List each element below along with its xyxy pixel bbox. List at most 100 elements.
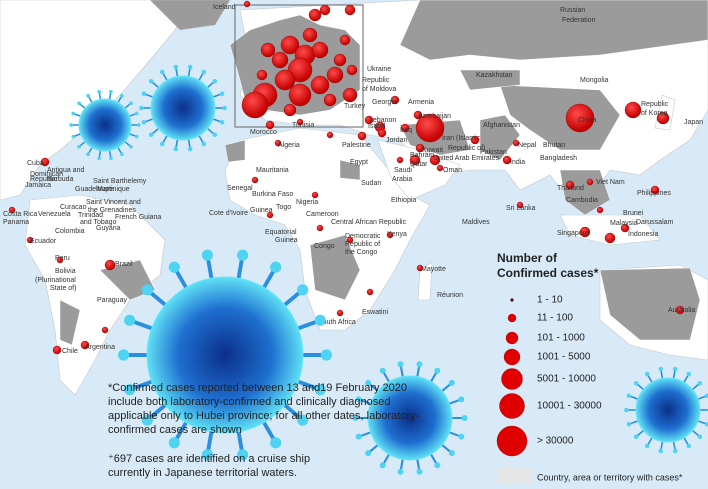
virus-spike-tip — [129, 144, 133, 149]
case-bubble — [288, 83, 312, 107]
place-label: Cuba — [27, 160, 44, 167]
virus — [69, 89, 141, 161]
place-label: Paraguay — [97, 297, 127, 304]
virus-spike-tip — [624, 407, 629, 413]
case-bubble — [302, 27, 318, 43]
case-bubble — [512, 139, 520, 147]
place-label: Nepal — [518, 142, 537, 149]
case-bubble — [344, 4, 356, 16]
place-label: China — [578, 117, 596, 124]
case-bubble — [342, 87, 358, 103]
place-labels: Iceland Russian Federation Kazakhstan Mongol… — [3, 4, 703, 355]
place-label: Kazakhstan — [476, 72, 513, 79]
virus-spike-tip — [448, 379, 455, 386]
virus-spike-tip — [458, 433, 465, 440]
place-label: Bahrain — [410, 152, 434, 159]
virus-spike-tip — [355, 396, 362, 403]
virus-spike-tip — [704, 421, 708, 427]
place-label: Cameroon — [306, 211, 339, 218]
virus-spike-tip — [379, 462, 386, 469]
place-label: Jordan — [386, 137, 408, 144]
legend-marker — [505, 331, 519, 345]
virus-spike-tip — [434, 367, 441, 374]
virus-spike-tip — [448, 450, 455, 457]
case-bubble — [241, 91, 269, 119]
place-label: Congo — [314, 243, 335, 250]
place-label: Panama — [3, 219, 29, 226]
place-label: Curacao — [60, 204, 87, 211]
place-label: Iceland — [213, 4, 236, 11]
virus-spike-tip — [109, 156, 113, 161]
virus-spike-tip — [120, 93, 124, 98]
virus-spike-tip — [658, 448, 664, 454]
virus-spike-tip — [97, 156, 101, 161]
case-bubble — [400, 123, 410, 133]
virus-spike-tip — [141, 284, 153, 296]
virus-spike-tip — [136, 123, 141, 127]
note-line: applicable only to Hubei province; for a… — [108, 410, 420, 422]
place-label: Kenya — [387, 231, 407, 238]
virus-body — [150, 75, 216, 141]
virus-spike-tip — [626, 393, 632, 399]
case-bubble — [274, 69, 296, 91]
case-bubble — [323, 93, 337, 107]
place-label: United Arab Emirates — [433, 155, 500, 162]
case-bubble — [308, 8, 322, 22]
case-bubble — [80, 340, 90, 350]
place-label: Guadeloupe — [75, 186, 113, 193]
case-bubble — [326, 131, 334, 139]
place-label: Egypt — [350, 159, 368, 166]
case-bubble — [650, 185, 660, 195]
virus-spike-tip — [672, 448, 678, 454]
europe-inset-box — [234, 4, 364, 128]
case-bubble — [364, 115, 374, 125]
virus-spike-tip — [71, 134, 76, 139]
virus-body — [635, 377, 701, 443]
place-label: Chile — [62, 348, 78, 355]
case-bubble — [357, 131, 367, 141]
case-bubble — [333, 53, 347, 67]
case-bubble — [386, 231, 394, 239]
virus-spike-tip — [297, 414, 309, 426]
legend-title: Confirmed cases* — [497, 266, 599, 280]
virus-spike-tip — [168, 437, 180, 449]
virus-spike-tip — [626, 421, 632, 427]
legend-marker — [501, 368, 523, 390]
place-label: Brunei — [623, 210, 644, 217]
virus-spike-tip — [77, 101, 81, 106]
case-bubble — [266, 211, 274, 219]
case-bubble — [265, 120, 275, 130]
place-label: Cambodia — [566, 197, 598, 204]
place-label: Guinea — [250, 207, 273, 214]
virus-spike-tip — [168, 261, 180, 273]
place-label: Afghanistan — [483, 122, 520, 129]
virus-spike-tip — [434, 462, 441, 469]
virus-spike-tip — [118, 349, 130, 361]
virus-spike-tip — [237, 249, 249, 261]
case-bubble — [26, 236, 34, 244]
virus-spike-tip — [139, 105, 144, 111]
case-bubble — [596, 206, 604, 214]
place-label: Guyana — [96, 225, 121, 232]
virus-spike-tip — [270, 261, 282, 273]
case-bubble — [470, 135, 480, 145]
case-bubble — [296, 118, 304, 126]
case-bubble — [409, 154, 421, 166]
place-label: Central African Republic — [331, 219, 407, 226]
virus-spike-tip — [397, 361, 404, 368]
legend-title: Number of — [497, 251, 558, 265]
case-bubble — [429, 154, 441, 166]
virus-spike-tip — [461, 415, 468, 421]
virus-spike-tip — [697, 434, 703, 440]
virus-spike-tip — [97, 89, 101, 94]
case-bubble — [377, 128, 387, 138]
virus-spike-tip — [134, 111, 139, 116]
case-bubble — [101, 326, 109, 334]
virus-spike-tip — [314, 384, 326, 396]
place-label: Australia — [668, 307, 695, 314]
virus — [139, 64, 227, 152]
case-bubble — [319, 4, 331, 16]
virus — [352, 361, 468, 475]
case-bubble — [390, 95, 400, 105]
virus-spike-tip — [124, 384, 136, 396]
